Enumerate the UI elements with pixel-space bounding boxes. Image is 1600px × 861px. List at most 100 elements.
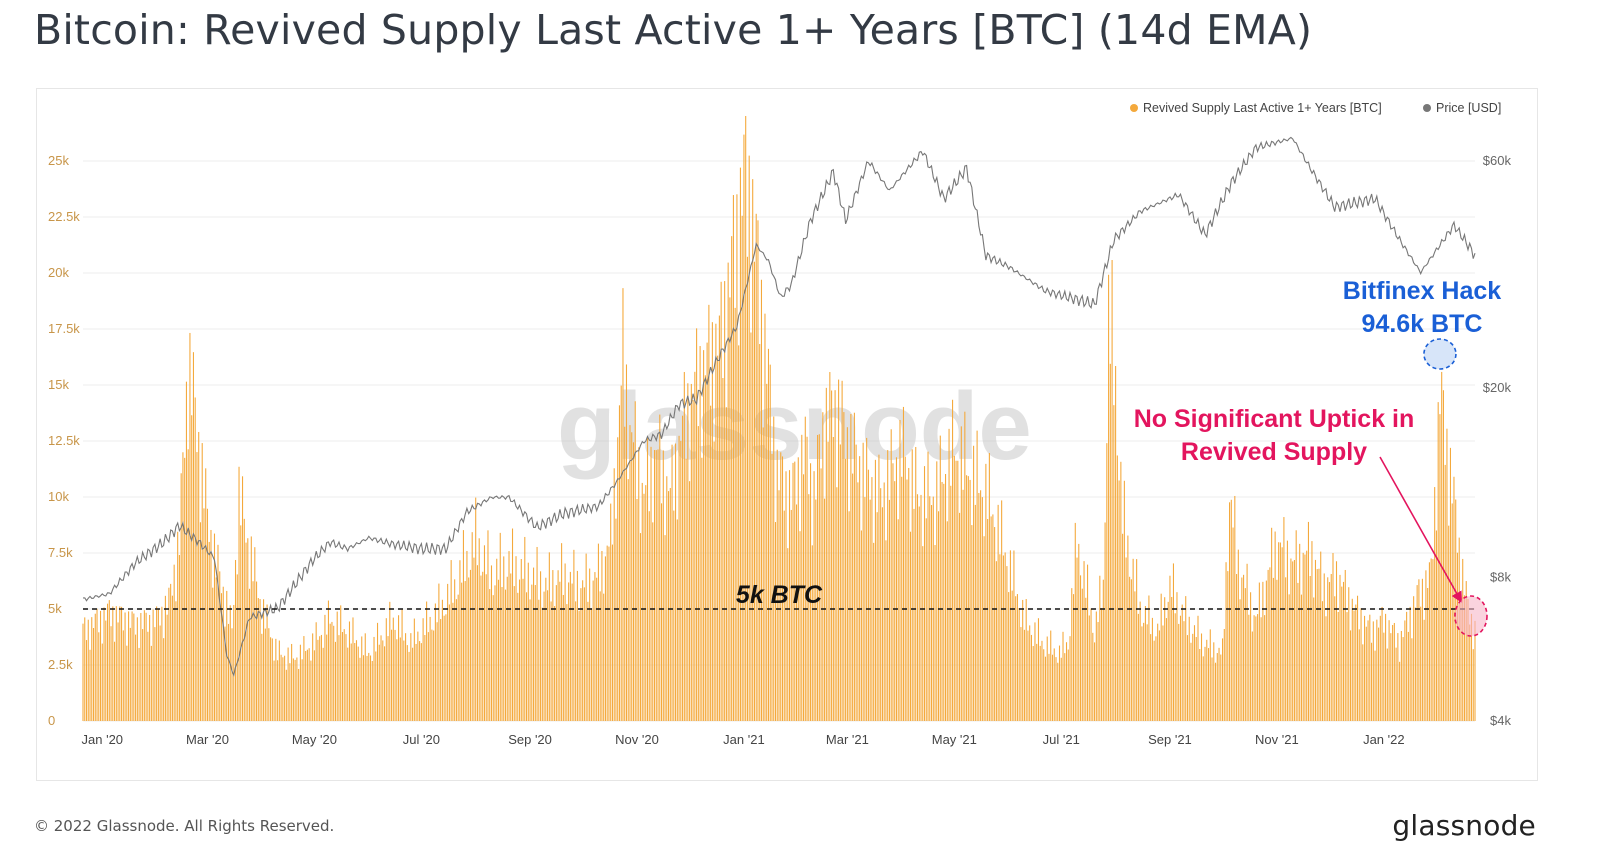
bar — [485, 574, 487, 721]
bar — [1386, 648, 1388, 721]
bar — [767, 348, 770, 721]
bar — [1272, 577, 1274, 721]
glassnode-logo: glassnode — [1392, 809, 1536, 842]
bar — [950, 485, 952, 721]
bar — [1472, 649, 1474, 721]
bar — [329, 623, 331, 721]
bar — [147, 631, 149, 721]
bar — [1016, 594, 1018, 721]
bar — [597, 543, 599, 721]
bar — [270, 637, 272, 721]
bar — [1297, 582, 1299, 721]
bar — [1474, 620, 1476, 721]
bar — [282, 657, 284, 721]
bar — [652, 522, 654, 721]
bar — [755, 213, 757, 721]
bar — [369, 655, 372, 721]
bar — [198, 431, 200, 721]
bar — [641, 482, 643, 721]
bar — [1421, 578, 1423, 721]
bar — [1199, 648, 1201, 721]
bar — [750, 332, 752, 721]
bar — [890, 429, 892, 721]
bar — [362, 655, 365, 721]
bar — [264, 628, 266, 721]
bar — [883, 482, 885, 721]
bar — [739, 167, 741, 721]
bar — [461, 582, 463, 721]
bar-series — [82, 115, 1476, 722]
bar — [468, 577, 470, 721]
bar — [1018, 608, 1020, 721]
bar — [997, 504, 999, 721]
bar — [401, 609, 403, 721]
bar — [625, 364, 628, 721]
y-left-tick-label: 20k — [48, 265, 69, 280]
bar — [501, 587, 503, 721]
bar — [1213, 642, 1215, 721]
bar — [776, 449, 778, 721]
bar — [1341, 586, 1343, 721]
bar — [564, 563, 566, 721]
bar — [533, 567, 535, 721]
bar — [634, 401, 636, 721]
bar — [217, 544, 219, 721]
annotation-arrow — [1379, 456, 1463, 603]
bar — [1151, 617, 1153, 721]
bar — [266, 604, 268, 721]
bar — [259, 599, 261, 721]
bar — [871, 477, 873, 721]
bar — [1416, 585, 1418, 721]
bar — [708, 304, 710, 721]
bar — [1074, 522, 1076, 721]
bar — [298, 668, 300, 721]
bar — [690, 383, 692, 721]
bar — [725, 407, 727, 721]
bar — [82, 623, 84, 721]
bar — [1193, 625, 1196, 721]
bar — [738, 345, 740, 721]
bar — [185, 381, 187, 721]
bar — [518, 579, 521, 721]
bar — [1164, 597, 1166, 721]
bar — [1069, 636, 1071, 721]
y-left-tick-label: 22.5k — [48, 209, 80, 224]
bar — [960, 426, 962, 721]
bar — [885, 540, 887, 721]
bar — [140, 612, 142, 721]
bar — [322, 647, 324, 721]
bar — [222, 586, 224, 721]
bar — [261, 633, 263, 721]
bar — [196, 452, 198, 721]
bar — [405, 633, 407, 721]
bar — [746, 256, 748, 721]
bar — [1371, 642, 1373, 721]
bar — [219, 571, 221, 721]
y-left-tick-label: 25k — [48, 153, 69, 168]
bar — [94, 613, 96, 721]
bar — [922, 546, 924, 721]
bar — [443, 615, 445, 721]
bar — [1360, 608, 1362, 721]
bar — [822, 412, 824, 721]
bar — [575, 601, 577, 721]
bar — [955, 460, 957, 721]
bar — [1115, 366, 1117, 721]
bar — [969, 479, 971, 721]
bar — [503, 556, 505, 721]
price-line — [83, 136, 1476, 677]
bar — [1165, 618, 1167, 721]
annotation-bitfinex-line1: Bitfinex Hack — [1343, 277, 1501, 305]
bar — [592, 580, 594, 721]
bar — [566, 604, 568, 721]
bar — [291, 643, 293, 721]
bar — [1418, 579, 1420, 721]
bar — [862, 442, 864, 721]
bar — [434, 603, 436, 721]
bar — [1295, 530, 1297, 721]
bar — [105, 620, 107, 721]
bar — [559, 581, 561, 721]
bar — [804, 416, 806, 721]
bar — [646, 437, 649, 721]
bar — [660, 503, 663, 721]
